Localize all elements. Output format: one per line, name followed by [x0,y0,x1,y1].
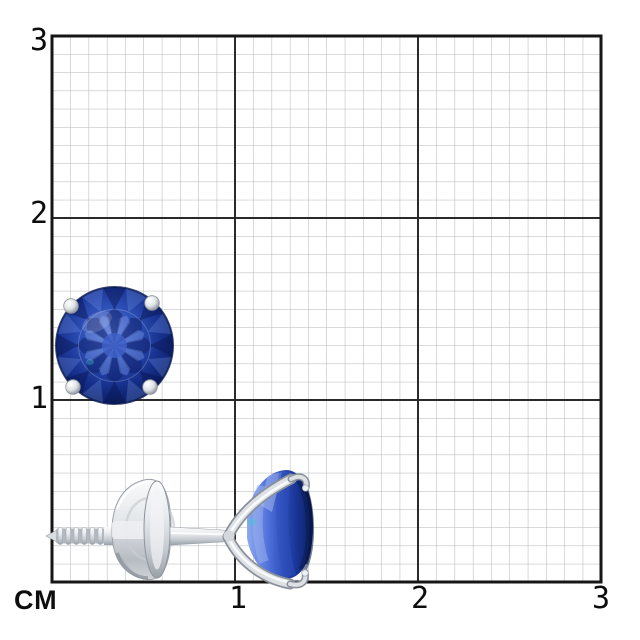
earring-side-view [45,470,314,590]
prong-ball [144,295,160,311]
axis-label-bottom-2: 2 [410,581,430,616]
gemstone-front [55,286,174,405]
unit-label-cm: СМ [14,585,58,615]
ear-post [169,526,231,546]
screw-back-clutch [111,478,176,581]
grid-major-lines [52,36,601,582]
prong-tip [301,569,309,577]
prong-ball [142,379,158,395]
setting-vertex [223,530,235,542]
axis-label-bottom-3: 3 [591,581,611,616]
prong-ball [63,298,79,314]
axis-label-left-1: 1 [29,381,48,416]
martini-setting [222,473,310,590]
prong-ball [65,379,81,395]
grid-border [50,34,603,584]
earring-front-view [55,286,174,405]
prong-balls [63,295,160,395]
axis-label-left-2: 2 [29,196,48,231]
prong-tip [301,484,309,492]
post-threads [45,527,116,545]
axis-label-bottom-1: 1 [228,581,248,616]
axis-label-left-3: 3 [29,23,48,58]
